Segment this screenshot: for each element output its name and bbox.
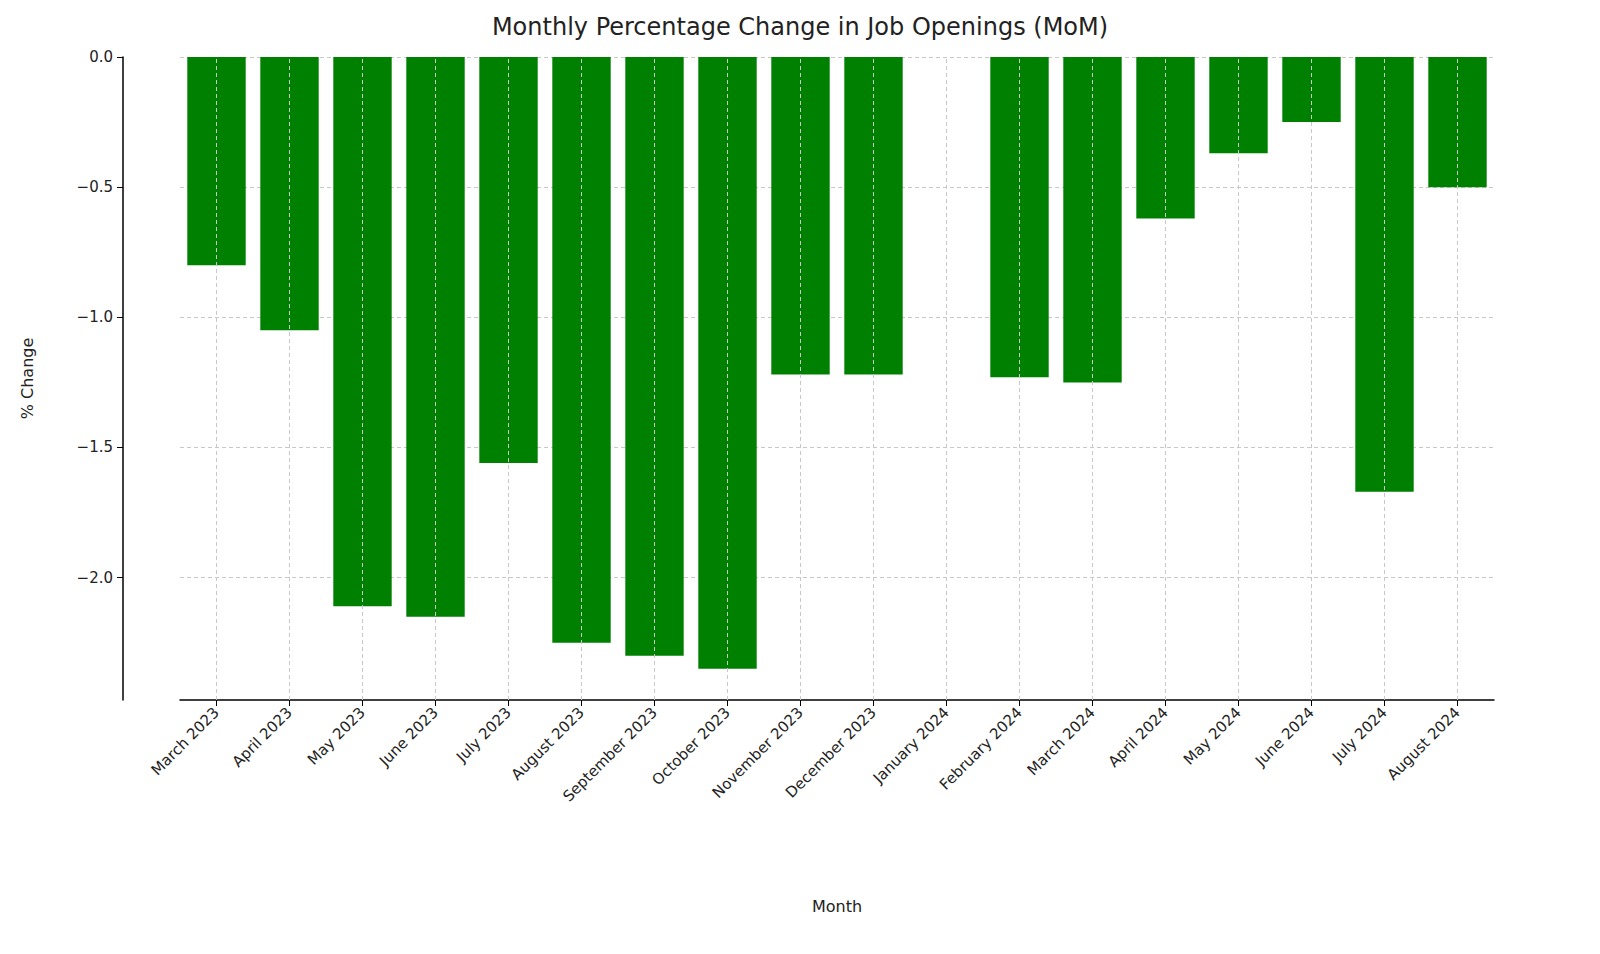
svg-text:November 2023: November 2023 — [708, 703, 807, 802]
svg-text:Monthly Percentage Change in J: Monthly Percentage Change in Job Opening… — [492, 13, 1108, 41]
svg-text:−1.5: −1.5 — [77, 438, 113, 456]
svg-text:−1.0: −1.0 — [77, 308, 113, 326]
svg-text:September 2023: September 2023 — [559, 704, 661, 806]
svg-text:July 2024: July 2024 — [1328, 704, 1391, 767]
svg-text:December 2023: December 2023 — [782, 704, 880, 802]
svg-text:April 2023: April 2023 — [229, 704, 296, 771]
svg-text:January 2024: January 2024 — [869, 704, 953, 788]
svg-text:Month: Month — [812, 897, 862, 916]
svg-text:April 2024: April 2024 — [1105, 704, 1172, 771]
svg-text:March 2024: March 2024 — [1024, 704, 1099, 779]
svg-text:% Change: % Change — [18, 338, 37, 420]
svg-text:−0.5: −0.5 — [77, 178, 113, 196]
svg-text:August 2023: August 2023 — [508, 704, 588, 784]
svg-text:May 2023: May 2023 — [304, 704, 369, 769]
svg-text:0.0: 0.0 — [89, 48, 113, 66]
svg-text:July 2023: July 2023 — [452, 704, 515, 767]
svg-text:February 2024: February 2024 — [936, 704, 1026, 794]
svg-text:June 2023: June 2023 — [375, 704, 442, 771]
svg-text:June 2024: June 2024 — [1251, 704, 1318, 771]
svg-text:−2.0: −2.0 — [77, 569, 113, 587]
svg-text:August 2024: August 2024 — [1384, 704, 1464, 784]
svg-text:May 2024: May 2024 — [1180, 704, 1245, 769]
svg-text:March 2023: March 2023 — [148, 704, 223, 779]
svg-text:October 2023: October 2023 — [648, 703, 734, 790]
